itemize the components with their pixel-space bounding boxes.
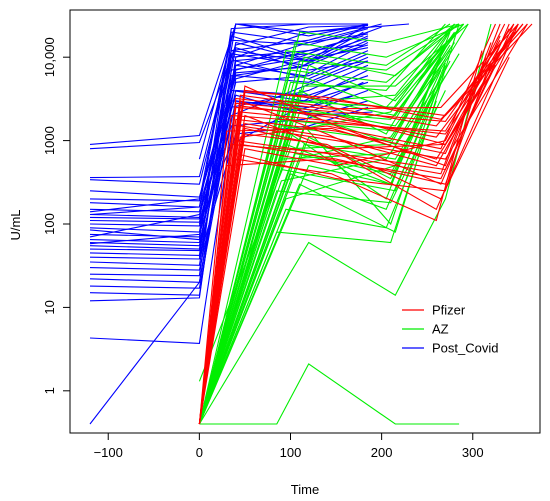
series-line	[198, 23, 464, 425]
series-line	[198, 23, 501, 425]
series-line	[89, 81, 364, 227]
series-line	[198, 62, 446, 425]
x-tick-label: 200	[371, 445, 393, 460]
series-line	[198, 23, 460, 425]
series-line	[198, 23, 410, 160]
series-line	[198, 23, 455, 425]
x-tick-label: 0	[196, 445, 203, 460]
series-line	[89, 53, 369, 260]
x-tick-label: −100	[94, 445, 123, 460]
series-az	[198, 23, 492, 425]
series-line	[198, 23, 465, 425]
series-layer	[89, 23, 533, 425]
series-line	[198, 56, 510, 425]
series-line	[89, 75, 369, 252]
series-line	[198, 35, 501, 425]
y-tick-label: 1000	[42, 126, 57, 155]
series-line	[89, 37, 369, 302]
series-line	[89, 64, 369, 244]
series-line	[198, 23, 497, 425]
series-line	[89, 44, 364, 247]
x-axis: −100 0 100 200 300	[94, 433, 484, 460]
series-line	[89, 47, 369, 283]
x-tick-label: 100	[280, 445, 302, 460]
series-line	[198, 35, 455, 425]
series-line	[198, 23, 455, 425]
series-line	[198, 94, 355, 225]
series-line	[198, 60, 492, 425]
series-line	[89, 35, 364, 185]
legend-item-az: AZ	[402, 322, 449, 337]
series-line	[198, 23, 492, 425]
x-tick-label: 300	[462, 445, 484, 460]
series-line	[198, 23, 460, 425]
series-line	[89, 23, 369, 277]
series-line	[198, 23, 465, 425]
series-line	[198, 85, 437, 425]
legend: Pfizer AZ Post_Covid	[402, 303, 498, 356]
series-line	[198, 23, 515, 425]
y-tick-label: 10,000	[42, 37, 57, 77]
series-line	[198, 23, 469, 425]
series-line	[198, 39, 451, 382]
y-tick-label: 100	[42, 213, 57, 235]
series-line	[198, 23, 451, 425]
series-line	[198, 23, 524, 425]
series-line	[89, 23, 368, 241]
series-line	[198, 28, 451, 425]
series-line	[198, 75, 442, 425]
series-line	[198, 65, 496, 425]
series-line	[198, 107, 437, 425]
series-line	[199, 363, 460, 425]
series-line	[89, 24, 369, 296]
x-axis-label: Time	[291, 482, 319, 497]
series-line	[198, 23, 460, 425]
series-line	[198, 47, 508, 425]
series-line	[198, 23, 460, 425]
series-line	[198, 23, 455, 425]
series-line	[198, 28, 510, 425]
legend-label: Pfizer	[432, 303, 466, 318]
series-pfizer	[198, 23, 533, 425]
series-line	[198, 47, 446, 425]
y-axis-label: U/mL	[8, 209, 23, 240]
y-tick-label: 10	[42, 300, 57, 314]
series-line	[198, 23, 506, 425]
series-line	[198, 23, 528, 425]
series-line	[198, 23, 469, 425]
legend-item-post-covid: Post_Covid	[402, 341, 498, 356]
plot-box	[69, 9, 541, 434]
legend-label: AZ	[432, 322, 449, 337]
y-tick-label: 1	[42, 387, 57, 394]
series-line	[198, 23, 515, 425]
legend-label: Post_Covid	[432, 341, 498, 356]
legend-item-pfizer: Pfizer	[402, 303, 466, 318]
y-axis: 1 10 100 1000 10,000	[42, 37, 70, 394]
